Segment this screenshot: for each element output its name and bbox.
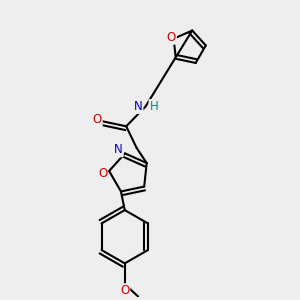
Text: N: N <box>134 100 142 113</box>
Text: N: N <box>114 143 123 156</box>
Text: H: H <box>149 100 158 113</box>
Text: O: O <box>167 31 176 44</box>
Text: O: O <box>98 167 107 180</box>
Text: O: O <box>92 113 102 126</box>
Text: O: O <box>120 284 129 297</box>
